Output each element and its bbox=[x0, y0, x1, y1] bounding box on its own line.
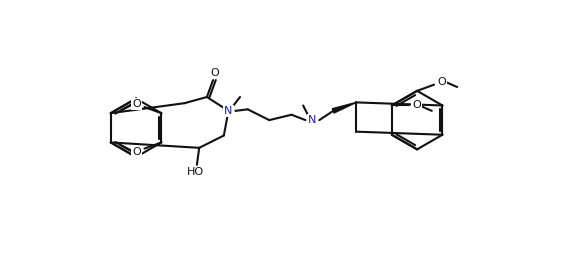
Text: O: O bbox=[133, 99, 141, 109]
Text: O: O bbox=[412, 100, 421, 110]
Text: O: O bbox=[437, 77, 446, 87]
Text: HO: HO bbox=[187, 167, 204, 177]
Text: O: O bbox=[133, 147, 141, 157]
Text: N: N bbox=[224, 106, 232, 116]
Text: O: O bbox=[210, 68, 219, 78]
Text: N: N bbox=[308, 115, 317, 125]
Polygon shape bbox=[332, 102, 356, 113]
